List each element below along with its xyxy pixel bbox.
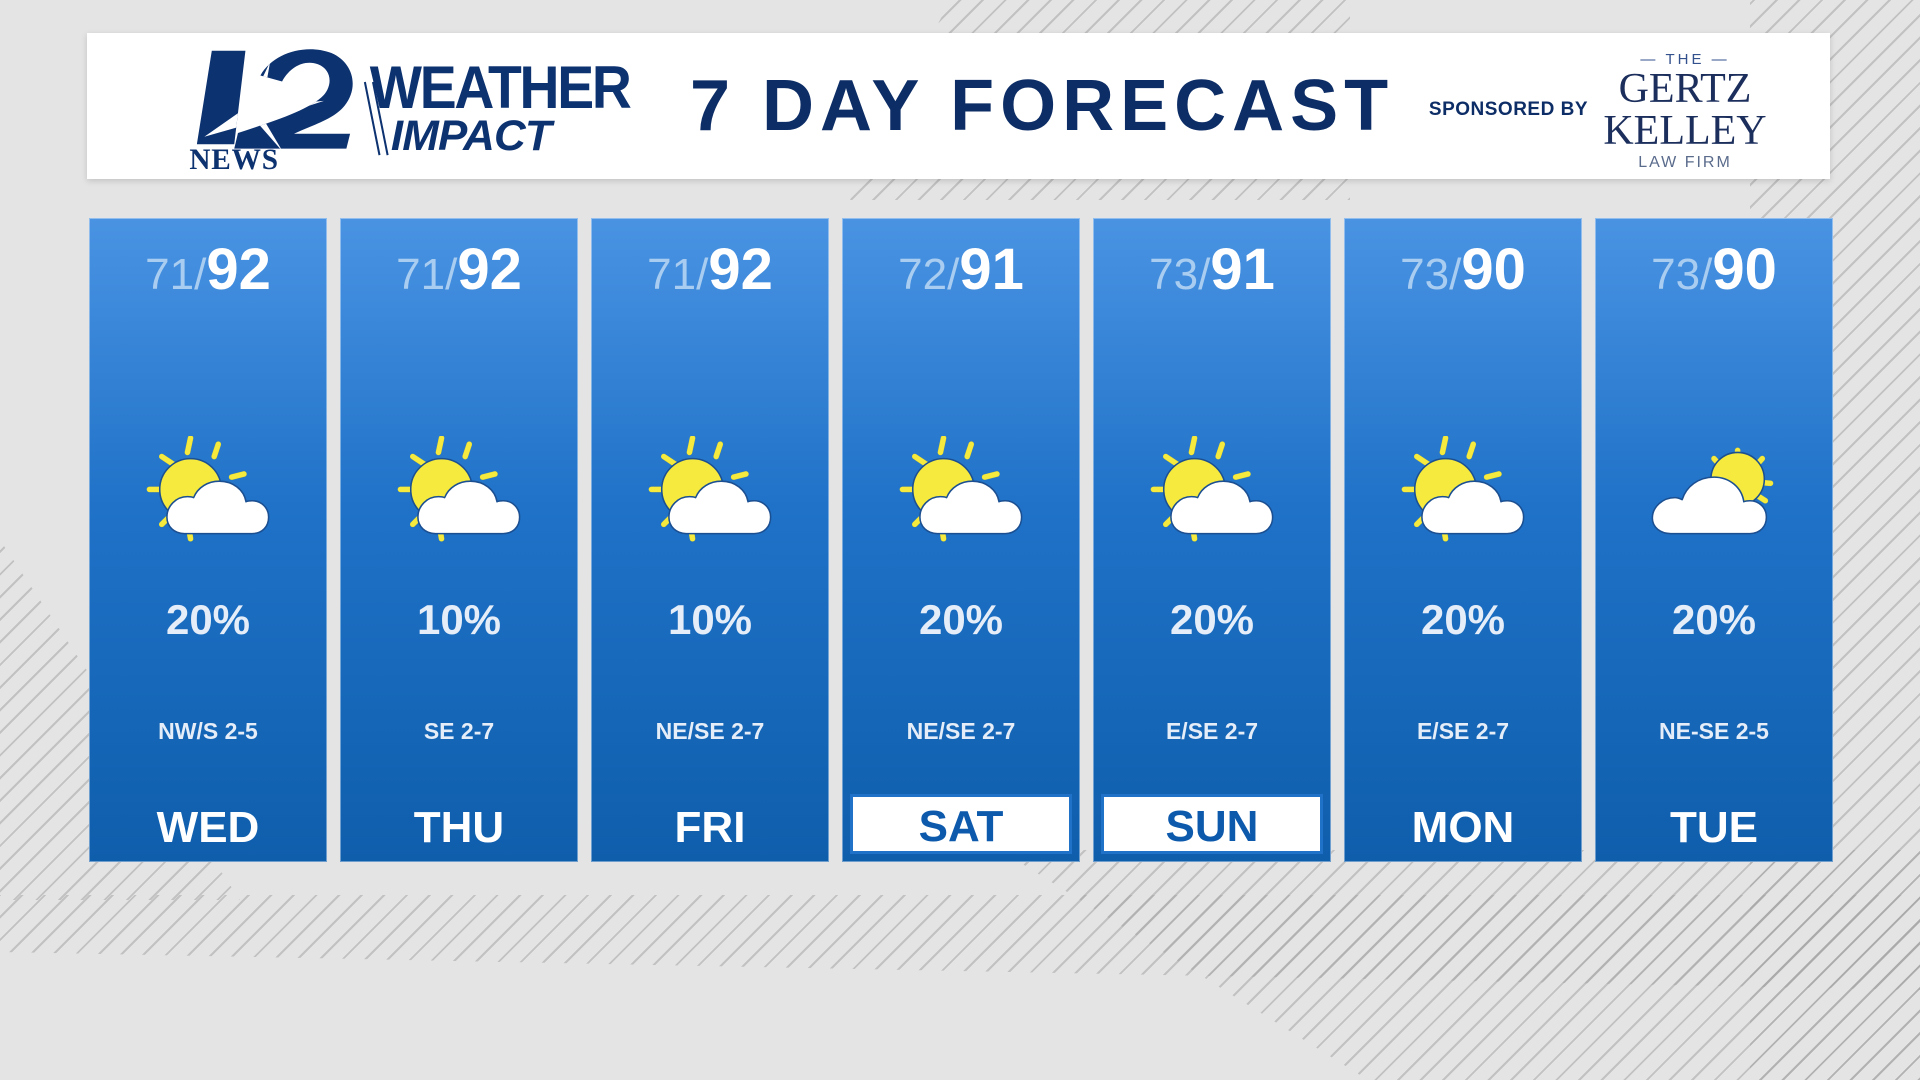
svg-text:WEATHER: WEATHER — [370, 55, 631, 122]
svg-text:IMPACT: IMPACT — [391, 113, 556, 160]
svg-text:NEWS: NEWS — [189, 144, 278, 173]
